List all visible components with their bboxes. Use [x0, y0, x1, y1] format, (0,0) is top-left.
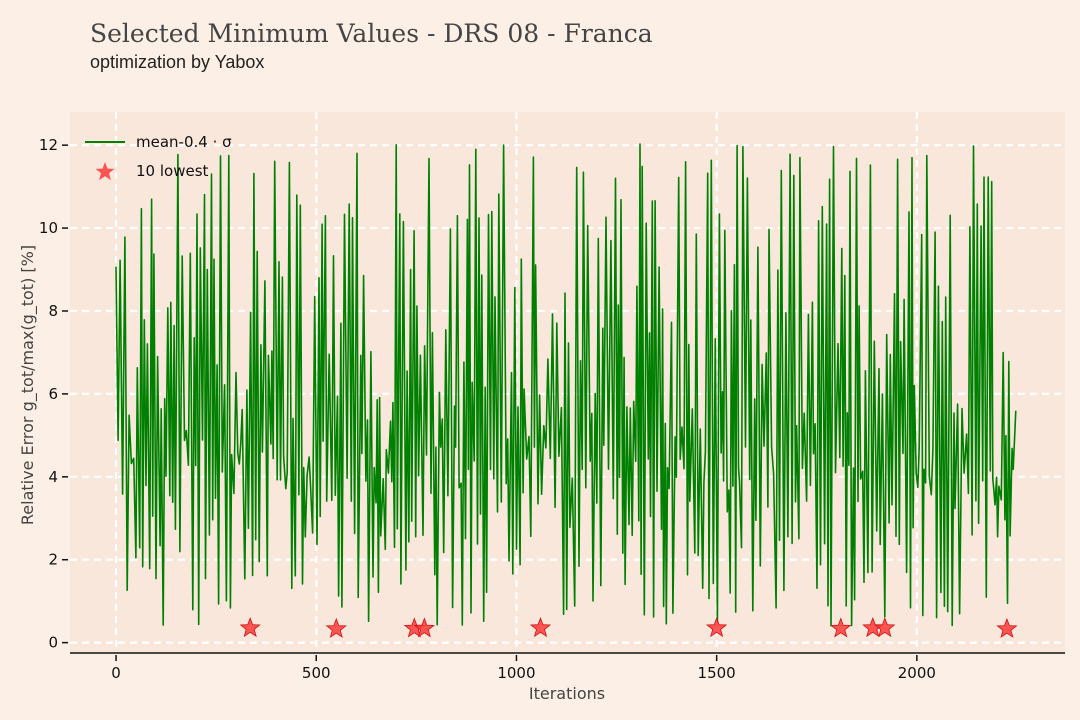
y-tick-label: 8 — [48, 302, 58, 320]
lowest-markers — [239, 616, 1018, 638]
x-tick-label: 1500 — [698, 664, 736, 682]
y-tick-label: 12 — [39, 136, 58, 154]
series-line-group — [115, 143, 1017, 627]
y-axis-label: Relative Error g_tot/max(g_tot) [%] — [18, 245, 38, 525]
lowest-star-marker — [413, 617, 435, 638]
chart-subtitle: optimization by Yabox — [90, 52, 264, 72]
y-tick-label: 4 — [48, 468, 58, 486]
lowest-star-marker — [874, 616, 896, 638]
y-tick-label: 10 — [39, 219, 58, 237]
lowest-star-marker — [325, 617, 347, 638]
lowest-star-marker — [706, 616, 728, 638]
lowest-star-marker — [830, 617, 852, 638]
axes: 0 2 4 6 8 10 12 0 500 1000 1500 2000 — [39, 136, 1065, 682]
legend-star-icon — [95, 162, 115, 181]
series-line — [115, 143, 1017, 627]
x-tick-label: 0 — [111, 664, 121, 682]
x-tick-label: 2000 — [898, 664, 936, 682]
legend: mean-0.4 · σ 10 lowest — [85, 133, 232, 181]
lowest-star-marker — [996, 617, 1018, 638]
legend-label-lowest: 10 lowest — [136, 162, 209, 180]
lowest-star-marker — [529, 616, 552, 638]
x-tick-label: 1000 — [497, 664, 535, 682]
y-tick-label: 0 — [48, 634, 58, 652]
x-tick-label: 500 — [302, 664, 331, 682]
y-tick-label: 6 — [48, 385, 58, 403]
chart-title: Selected Minimum Values - DRS 08 - Franc… — [90, 19, 653, 48]
y-tick-label: 2 — [48, 551, 58, 569]
x-axis-label: Iterations — [529, 684, 605, 703]
lowest-star-marker — [239, 616, 261, 638]
legend-label-series: mean-0.4 · σ — [136, 133, 232, 151]
